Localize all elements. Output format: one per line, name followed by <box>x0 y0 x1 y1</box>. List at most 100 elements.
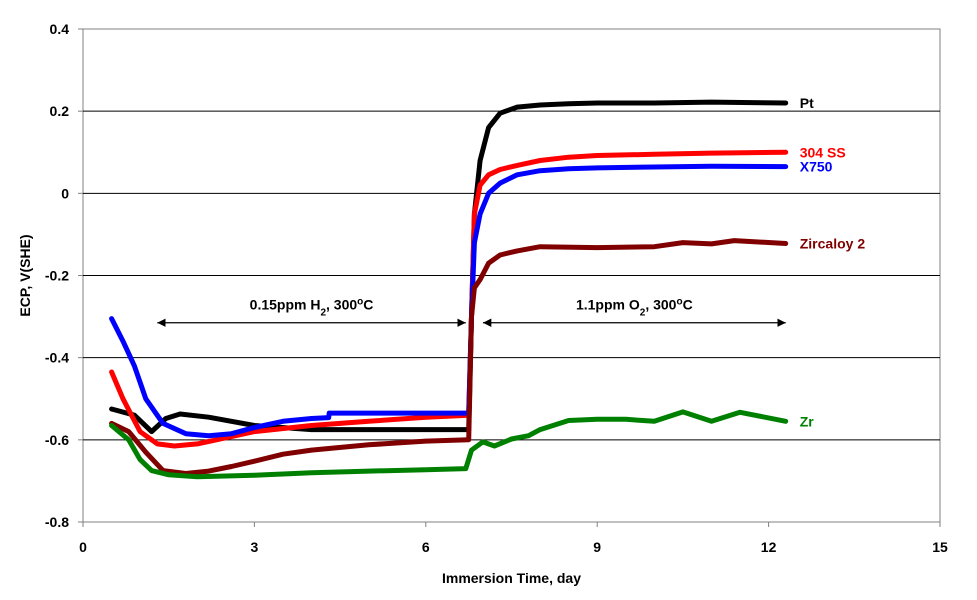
data-point <box>732 238 737 243</box>
data-point <box>783 419 788 424</box>
data-point <box>477 277 483 282</box>
data-point <box>143 449 149 455</box>
data-point <box>469 447 474 453</box>
data-point <box>166 472 171 477</box>
data-point <box>183 431 189 436</box>
data-point <box>652 152 657 157</box>
y-tick-label: -0.2 <box>45 268 69 284</box>
data-point <box>652 419 657 424</box>
x-tick-label: 6 <box>422 539 430 555</box>
data-point <box>137 429 143 434</box>
data-point <box>143 396 149 401</box>
data-point <box>423 415 428 420</box>
data-point <box>366 427 371 432</box>
data-point <box>480 439 486 445</box>
data-point <box>709 99 714 105</box>
data-point <box>477 182 483 188</box>
data-point <box>537 102 543 108</box>
data-point <box>469 314 474 319</box>
data-point <box>477 158 483 163</box>
data-point <box>423 427 428 432</box>
data-point <box>423 438 428 444</box>
data-point <box>492 443 497 449</box>
data-point <box>486 191 491 196</box>
data-point <box>595 245 600 250</box>
data-point <box>160 421 166 426</box>
data-point <box>783 164 788 169</box>
data-point <box>537 158 543 163</box>
data-point <box>515 104 520 110</box>
y-tick-label: 0.4 <box>50 21 70 37</box>
series-line-4 <box>109 409 789 480</box>
data-point <box>177 411 183 417</box>
data-point <box>466 437 471 443</box>
annotation-label: 1.1ppm O2, 300oC <box>576 296 693 318</box>
data-point <box>223 473 229 479</box>
annotations: 0.15ppm H2, 300oC 1.1ppm O2, 300oC <box>157 296 786 327</box>
data-point <box>783 100 788 106</box>
x-tick-label: 0 <box>79 539 87 555</box>
data-point <box>120 396 126 401</box>
data-point <box>680 240 686 245</box>
x-tick-label: 9 <box>593 539 601 555</box>
data-point <box>509 436 514 442</box>
data-point <box>623 417 628 422</box>
data-point <box>680 409 686 415</box>
data-point <box>486 125 491 130</box>
data-point <box>229 464 234 469</box>
data-point <box>497 111 503 116</box>
data-point <box>537 168 543 173</box>
data-point <box>252 458 257 464</box>
data-point <box>709 150 714 156</box>
data-point <box>595 100 600 106</box>
data-point <box>309 470 314 475</box>
series-label: X750 <box>800 159 833 175</box>
data-point <box>477 211 483 217</box>
y-tick-label: 0.2 <box>50 103 70 119</box>
y-tick-label: -0.4 <box>45 350 69 366</box>
data-point <box>309 423 314 428</box>
data-point <box>172 443 177 449</box>
series-line-3 <box>109 238 789 476</box>
data-point <box>783 241 788 246</box>
data-point <box>126 429 131 434</box>
data-point <box>486 260 491 266</box>
data-point <box>149 468 154 473</box>
data-point <box>537 427 543 432</box>
data-point <box>497 252 503 258</box>
data-point <box>132 363 137 369</box>
data-point <box>595 153 600 158</box>
data-point <box>309 416 314 421</box>
data-point <box>515 172 520 178</box>
data-point <box>126 437 131 443</box>
data-point <box>526 433 531 438</box>
series-label: 304 SS <box>800 144 846 160</box>
data-point <box>155 441 160 447</box>
data-point <box>472 240 477 245</box>
data-point <box>137 457 143 462</box>
data-point <box>652 244 657 249</box>
data-point <box>595 417 600 422</box>
y-tick-label: -0.8 <box>45 514 69 530</box>
data-point <box>537 244 543 249</box>
data-point <box>463 466 468 471</box>
data-point <box>709 419 714 424</box>
data-point <box>497 167 503 172</box>
data-point <box>229 431 234 436</box>
data-point <box>109 423 114 428</box>
data-point <box>120 339 126 344</box>
data-point <box>595 165 600 171</box>
y-axis-title: ECP, V(SHE) <box>17 234 33 316</box>
series-label: Zr <box>800 413 815 429</box>
data-point <box>652 100 657 106</box>
data-point <box>206 415 211 420</box>
x-tick-labels: 0 3 6 9 12 15 <box>79 522 948 555</box>
data-point <box>566 166 571 171</box>
data-point <box>709 241 714 247</box>
series-layer <box>109 99 789 480</box>
data-point <box>309 427 314 432</box>
data-point <box>280 419 286 424</box>
data-point <box>366 442 371 447</box>
